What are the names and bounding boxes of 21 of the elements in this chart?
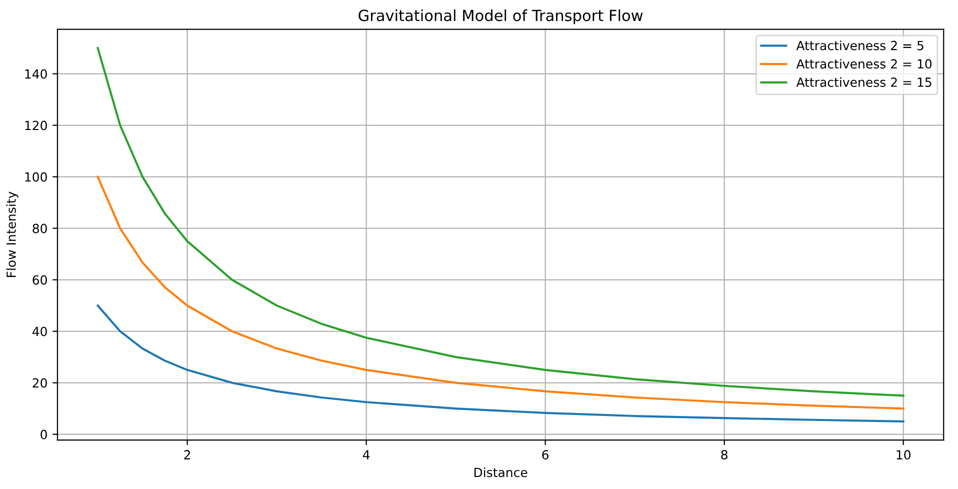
x-tick-label: 4 [362, 450, 370, 460]
x-tick-label: 8 [721, 450, 728, 460]
y-tick-label: 120 [25, 120, 47, 130]
line-series [96, 304, 904, 422]
legend-label: Attractiveness 2 = 5 [796, 40, 924, 50]
chart-title: Gravitational Model of Transport Flow [358, 9, 643, 24]
x-tick-label: 2 [184, 450, 190, 460]
y-tick-label: 0 [40, 430, 47, 440]
y-tick-label: 80 [32, 224, 47, 234]
x-tick-label: 10 [896, 450, 910, 460]
legend-label: Attractiveness 2 = 15 [796, 77, 932, 87]
y-axis-title: Flow Intensity [6, 192, 18, 277]
y-tick-label: 20 [32, 378, 47, 388]
x-axis-title: Distance [474, 467, 528, 478]
y-tick-label: 140 [25, 69, 47, 79]
y-tick-label: 100 [25, 172, 47, 182]
y-tick-label: 40 [32, 326, 47, 336]
x-tick-label: 6 [542, 450, 548, 460]
legend-label: Attractiveness 2 = 10 [796, 58, 932, 69]
y-tick-label: 60 [32, 275, 47, 285]
line-series [96, 176, 904, 410]
